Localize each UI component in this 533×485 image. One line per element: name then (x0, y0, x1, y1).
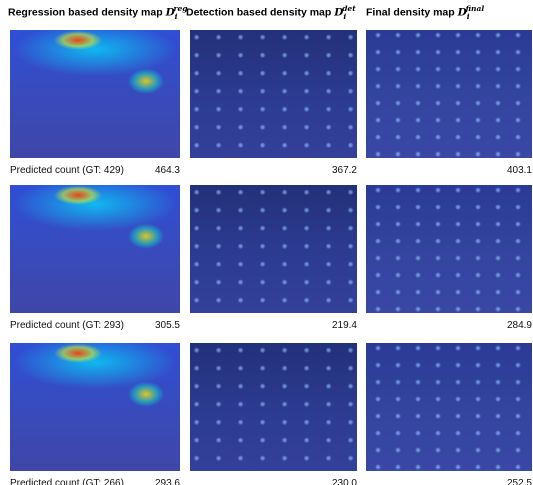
predicted-count: 367.2 (332, 165, 357, 176)
header-superscript: final (466, 4, 485, 13)
count-caption: Predicted count (GT: 429) (10, 165, 124, 176)
density-map-image (366, 343, 532, 471)
density-map-image (190, 343, 357, 471)
predicted-count: 219.4 (332, 320, 357, 331)
density-map-image (366, 185, 532, 313)
predicted-count: 464.3 (155, 165, 180, 176)
header-superscript: det (342, 4, 355, 13)
predicted-count: 252.5 (507, 478, 532, 485)
column-header: Detection based density map Didet (186, 4, 356, 21)
column-header: Regression based density map Direg (8, 4, 188, 21)
density-map-image (190, 30, 357, 158)
header-label: Regression based density map (8, 7, 163, 19)
density-map-image (10, 343, 180, 471)
density-map-image (190, 185, 357, 313)
predicted-count: 403.1 (507, 165, 532, 176)
count-caption: Predicted count (GT: 293) (10, 320, 124, 331)
header-label: Final density map (366, 7, 455, 19)
column-header: Final density map Difinal (366, 4, 484, 21)
predicted-count: 284.9 (507, 320, 532, 331)
predicted-count: 230.0 (332, 478, 357, 485)
count-caption: Predicted count (GT: 266) (10, 478, 124, 485)
density-map-image (366, 30, 532, 158)
predicted-count: 293.6 (155, 478, 180, 485)
predicted-count: 305.5 (155, 320, 180, 331)
figure: Regression based density map DiregDetect… (0, 0, 533, 485)
density-map-image (10, 30, 180, 158)
header-label: Detection based density map (186, 7, 331, 19)
density-map-image (10, 185, 180, 313)
